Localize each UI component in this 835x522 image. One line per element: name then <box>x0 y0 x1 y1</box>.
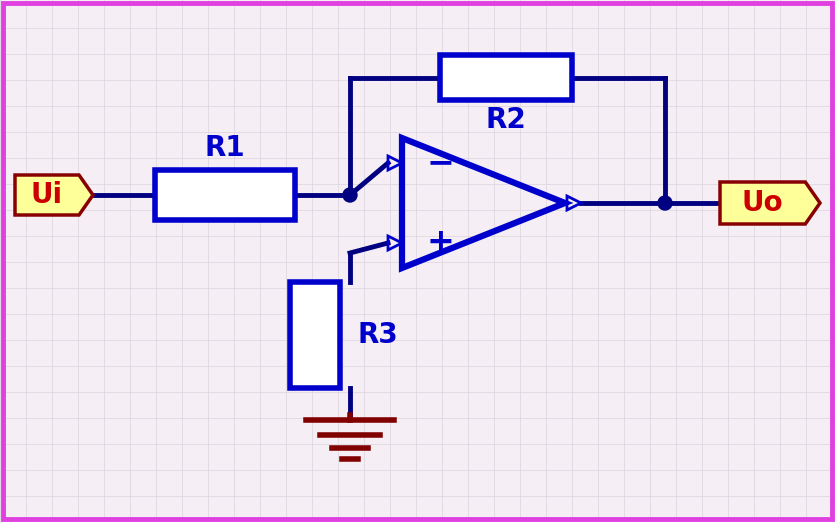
Text: Ui: Ui <box>31 181 63 209</box>
Text: R1: R1 <box>205 134 245 162</box>
Bar <box>440 55 572 100</box>
Text: Uo: Uo <box>741 189 783 217</box>
Circle shape <box>658 196 672 210</box>
Text: R3: R3 <box>358 321 399 349</box>
Polygon shape <box>720 182 820 224</box>
Bar <box>290 282 340 388</box>
Polygon shape <box>15 175 93 215</box>
Bar <box>155 170 295 220</box>
Text: +: + <box>426 227 454 259</box>
Circle shape <box>343 188 357 202</box>
Text: −: − <box>426 147 454 180</box>
Text: R2: R2 <box>486 106 526 134</box>
